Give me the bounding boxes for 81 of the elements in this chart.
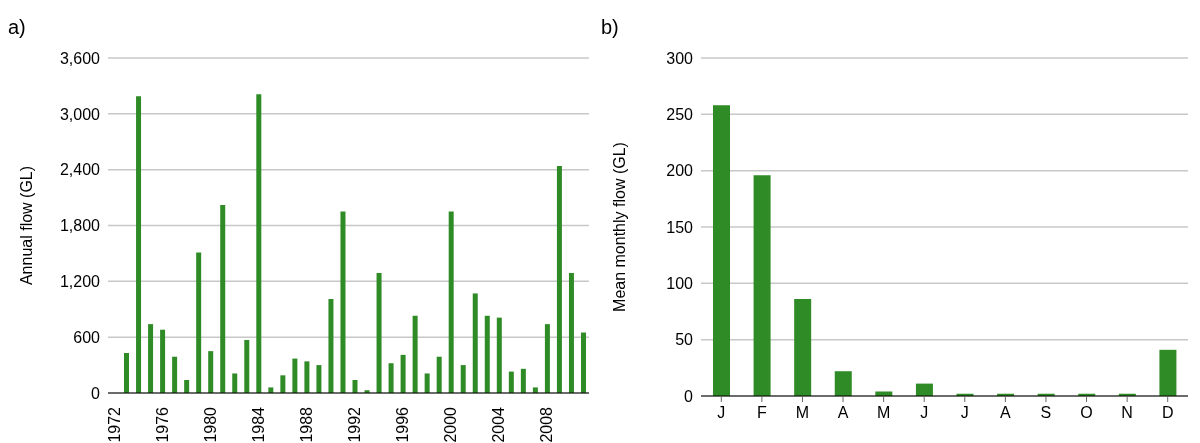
bar (388, 363, 394, 393)
bar (292, 358, 298, 393)
bar (124, 352, 130, 393)
x-tick-label: 1980 (201, 406, 219, 443)
bar (436, 356, 442, 393)
bar (352, 379, 358, 393)
x-tick-label: J (717, 404, 726, 421)
x-tick-label: 2000 (442, 406, 460, 443)
y-axis-title: Annual flow (GL) (17, 165, 35, 286)
bar (196, 252, 202, 393)
bar (1159, 349, 1177, 396)
y-tick-label: 3,000 (59, 105, 101, 123)
y-tick-label: 2,400 (59, 161, 101, 179)
x-tick-label: 2008 (538, 406, 556, 443)
x-tick-label: 1988 (297, 406, 315, 443)
x-tick-label: 1984 (249, 406, 267, 443)
bar (316, 365, 322, 393)
bar (544, 324, 550, 393)
y-tick-label: 0 (91, 384, 101, 402)
bar (304, 361, 310, 393)
x-tick-label: 1972 (105, 406, 123, 443)
bar (448, 211, 454, 393)
x-tick-label: J (920, 404, 929, 421)
bar (340, 211, 346, 393)
bar (208, 351, 214, 393)
bar (220, 205, 226, 393)
x-tick-label: 2004 (490, 406, 508, 443)
bar (280, 375, 286, 393)
x-tick-label: O (1080, 404, 1093, 421)
x-tick-label: 1992 (346, 406, 364, 443)
y-tick-label: 1,200 (59, 273, 101, 291)
bar (460, 365, 466, 393)
bar (753, 175, 771, 396)
y-tick-label: 250 (666, 106, 694, 124)
bar (520, 368, 526, 393)
bar (556, 165, 562, 393)
x-tick-label: A (1000, 404, 1012, 421)
bar (412, 315, 418, 393)
bar (256, 94, 262, 393)
x-tick-label: F (756, 404, 767, 421)
chart-title: a) (8, 16, 26, 39)
bar (160, 329, 166, 393)
bar (496, 317, 502, 393)
bar (376, 272, 382, 393)
x-tick-label: 1996 (394, 406, 412, 443)
bar (328, 299, 334, 393)
bar (484, 315, 490, 393)
bar (184, 379, 190, 393)
chart-title: b) (601, 16, 619, 39)
y-tick-label: 50 (675, 331, 694, 349)
y-tick-label: 600 (73, 328, 101, 346)
x-tick-label: 1976 (153, 406, 171, 443)
y-tick-label: 200 (666, 162, 694, 180)
bar (400, 354, 406, 393)
bar (713, 105, 730, 396)
bar (580, 332, 586, 393)
bar (172, 356, 178, 393)
y-tick-label: 300 (666, 49, 694, 67)
bar (244, 339, 250, 393)
bar (472, 293, 478, 393)
bar (136, 96, 142, 393)
bar (794, 299, 812, 396)
bar (568, 272, 574, 393)
x-tick-label: M (876, 404, 891, 421)
x-tick-label: S (1040, 404, 1052, 421)
x-tick-label: N (1121, 404, 1133, 421)
bar (834, 371, 852, 396)
bar (508, 371, 514, 393)
x-tick-label: J (960, 404, 969, 421)
bar (148, 324, 154, 393)
bar (232, 373, 238, 393)
y-tick-label: 3,600 (59, 49, 101, 67)
x-tick-label: M (795, 404, 810, 421)
x-tick-label: A (837, 404, 849, 421)
y-tick-label: 100 (666, 275, 694, 293)
y-tick-label: 0 (684, 387, 694, 405)
x-tick-label: D (1161, 404, 1174, 421)
y-axis-title: Mean monthly flow (GL) (610, 142, 628, 312)
y-tick-label: 1,800 (59, 217, 101, 235)
y-tick-label: 150 (666, 218, 694, 236)
bar (424, 373, 430, 393)
